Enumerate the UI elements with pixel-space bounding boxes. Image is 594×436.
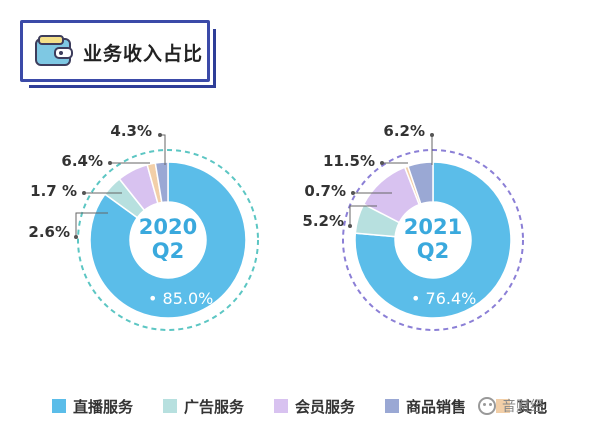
legend-item-membership: 会员服务 — [274, 396, 355, 417]
legend-swatch-membership — [274, 399, 289, 413]
data-label-0-live: • 85.0% — [148, 289, 213, 308]
legend-label-live: 直播服务 — [73, 397, 134, 416]
leader-dot-1-1 — [430, 133, 434, 137]
slice-0-live — [89, 161, 247, 319]
legend-item-other: 其他 — [496, 396, 547, 417]
data-label-1-other: 0.7% — [304, 182, 346, 200]
leader-dot-0-3 — [82, 191, 86, 195]
leader-dot-1-2 — [380, 161, 384, 165]
leader-dot-1-4 — [348, 224, 352, 228]
dashed-ring-1 — [342, 149, 524, 331]
donut-hole-1 — [397, 204, 469, 276]
legend-item-ads: 广告服务 — [163, 396, 244, 417]
legend-swatch-ads — [163, 399, 178, 413]
data-label-1-membership: 11.5% — [323, 152, 375, 170]
legend-swatch-live — [52, 399, 66, 413]
dashed-ring-0 — [77, 149, 259, 331]
data-label-0-other: 1.7 % — [30, 182, 77, 200]
slice-1-live — [354, 161, 512, 319]
legend-label-membership: 会员服务 — [295, 397, 356, 416]
center-label-1-0: 2021 — [404, 215, 462, 239]
center-label-1-1: Q2 — [417, 239, 449, 263]
leader-dot-0-4 — [74, 235, 78, 239]
watermark-text: 音财经 — [502, 399, 544, 415]
data-label-1-ads: 6.2% — [383, 122, 425, 140]
legend-item-goods: 商品销售 — [385, 396, 466, 417]
data-label-0-ads: 4.3% — [110, 122, 152, 140]
slice-1-goods — [407, 161, 434, 205]
legend-label-other: 其他 — [517, 397, 548, 416]
leader-dot-1-3 — [351, 191, 355, 195]
legend-label-ads: 广告服务 — [184, 397, 245, 416]
page-title: 业务收入占比 — [83, 43, 204, 65]
watermark: 音财经 — [478, 396, 544, 416]
leader-dot-0-2 — [108, 161, 112, 165]
wallet-icon — [35, 35, 73, 66]
leader-dot-0-1 — [158, 133, 162, 137]
wechat-icon — [478, 397, 496, 415]
leader-line-1-4 — [349, 205, 377, 226]
slice-0-goods — [154, 161, 169, 204]
data-label-0-membership: 6.4% — [61, 152, 103, 170]
legend-swatch-other — [496, 399, 511, 413]
header-box: 业务收入占比 — [20, 20, 216, 88]
data-label-1-goods: 5.2% — [302, 212, 344, 230]
donut-hole-0 — [132, 204, 204, 276]
legend-item-live: 直播服务 — [52, 396, 133, 417]
legend-label-goods: 商品销售 — [406, 397, 467, 416]
center-label-0-0: 2020 — [139, 215, 197, 239]
data-label-1-live: • 76.4% — [411, 289, 476, 308]
legend: 直播服务 广告服务 会员服务 商品销售 其他 — [52, 394, 577, 418]
legend-swatch-goods — [385, 399, 400, 413]
center-label-0-1: Q2 — [152, 239, 184, 263]
data-label-0-goods: 2.6% — [28, 223, 70, 241]
leader-line-0-4 — [75, 212, 108, 237]
